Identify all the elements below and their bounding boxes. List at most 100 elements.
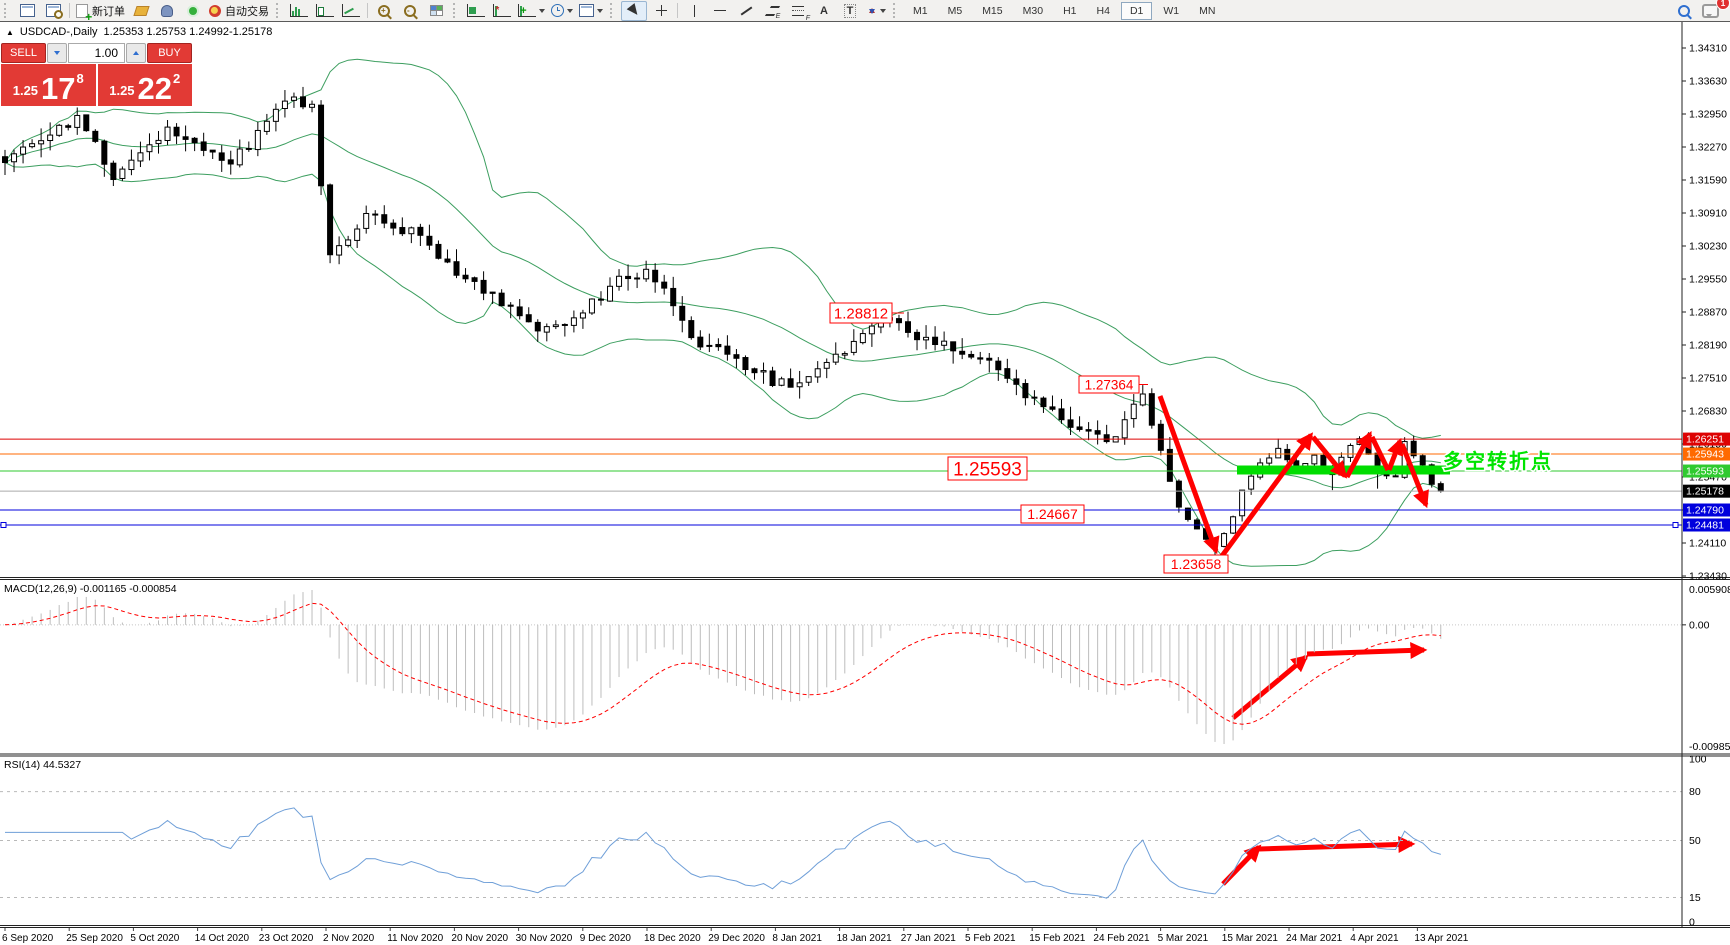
volume-increase-button[interactable] (126, 43, 146, 63)
symbol-title: USDCAD-,Daily (19, 26, 98, 38)
turning-point-label[interactable]: 多空转折点 (1442, 448, 1553, 475)
objects-list-icon: * (493, 4, 511, 17)
fibonacci-tool-button[interactable] (786, 2, 810, 22)
tile-windows-button[interactable] (424, 2, 448, 20)
signals-button[interactable] (181, 2, 205, 20)
add-indicator-button[interactable]: + (516, 2, 547, 20)
price-axis[interactable]: 1.34310 1.33630 1.32950 1.32270 1.31590 1.309… (1682, 43, 1730, 929)
svg-text:18 Jan 2021: 18 Jan 2021 (837, 933, 892, 944)
chat-bubble-icon (1701, 3, 1719, 18)
autotrading-label: 自动交易 (225, 5, 269, 18)
dropdown-caret-icon (567, 9, 573, 16)
text-tool-button[interactable]: A (812, 2, 836, 20)
horizontal-line-tool-button[interactable] (708, 2, 732, 20)
crosshair-tool-button[interactable] (649, 2, 673, 20)
svg-text:8 Jan 2021: 8 Jan 2021 (772, 933, 822, 944)
channel-tool-button[interactable] (760, 2, 784, 20)
timeframe-H1[interactable]: H1 (1063, 4, 1077, 17)
timeframe-H4[interactable]: H4 (1096, 4, 1110, 17)
timeframe-MN[interactable]: MN (1199, 4, 1216, 17)
cursor-tool-button[interactable] (621, 0, 647, 21)
candlestick-chart-icon (316, 4, 334, 17)
trendline-tool-button[interactable] (734, 2, 758, 20)
new-order-label: 新订单 (92, 5, 125, 18)
svg-text:11 Nov 2020: 11 Nov 2020 (387, 933, 443, 944)
svg-text:100: 100 (1689, 754, 1707, 766)
date-axis[interactable]: 6 Sep 2020 25 Sep 2020 5 Oct 2020 14 Oct 20… (2, 928, 1469, 944)
buy-price-display[interactable]: 1.25 22 2 (97, 64, 192, 106)
timeframe-M15[interactable]: M15 (982, 4, 1003, 17)
toolbar-grip[interactable] (276, 3, 282, 18)
svg-text:1.27364: 1.27364 (1085, 377, 1134, 392)
candlestick-chart-button[interactable] (313, 2, 337, 20)
svg-text:18 Dec 2020: 18 Dec 2020 (644, 933, 701, 944)
buy-button[interactable]: BUY (147, 43, 192, 63)
objects-list-button[interactable]: * (490, 2, 514, 20)
bar-chart-icon (290, 4, 308, 17)
vertical-line-tool-button[interactable] (682, 2, 706, 20)
zoom-in-icon: + (378, 4, 390, 17)
price-callouts[interactable]: 1.28812 1.27364 1.25593 1.24667 1.23658 (829, 302, 1229, 574)
svg-text:1.29550: 1.29550 (1689, 274, 1727, 286)
sell-button[interactable]: SELL (1, 43, 46, 63)
new-order-button[interactable]: 新订单 (74, 2, 127, 23)
chart-magnifier-icon (45, 4, 63, 19)
market-watch-icon (132, 5, 150, 16)
buy-price-main: 1.25 (109, 83, 135, 98)
templates-button[interactable] (577, 2, 605, 20)
line-handle[interactable] (0, 521, 7, 528)
timeframe-W1[interactable]: W1 (1163, 4, 1180, 17)
toolbar-grip[interactable] (610, 3, 616, 18)
volume-decrease-button[interactable] (47, 43, 67, 63)
svg-text:5 Mar 2021: 5 Mar 2021 (1158, 933, 1209, 944)
svg-text:15 Feb 2021: 15 Feb 2021 (1029, 933, 1086, 944)
svg-text:1.23430: 1.23430 (1689, 571, 1727, 583)
text-label-tool-button[interactable]: T (838, 2, 862, 20)
notification-badge: 1 (1716, 0, 1730, 10)
timeframe-M30[interactable]: M30 (1022, 4, 1044, 17)
rsi-label: RSI(14) 44.5327 (4, 759, 81, 771)
svg-text:1.28870: 1.28870 (1689, 307, 1727, 319)
timeframe-D1[interactable]: D1 (1120, 1, 1153, 20)
notifications-button[interactable]: 1 (1698, 0, 1730, 20)
autotrading-button[interactable]: 自动交易 (207, 2, 271, 20)
svg-text:1.32950: 1.32950 (1689, 109, 1727, 121)
svg-text:0: 0 (1689, 917, 1695, 929)
sell-price-display[interactable]: 1.25 17 8 (1, 64, 96, 106)
svg-text:1.30910: 1.30910 (1689, 208, 1727, 220)
bar-chart-button[interactable] (287, 2, 311, 20)
timeframe-M1[interactable]: M1 (913, 4, 928, 17)
svg-text:20 Nov 2020: 20 Nov 2020 (451, 933, 508, 944)
timeframe-M5[interactable]: M5 (947, 4, 963, 17)
svg-text:1.28190: 1.28190 (1689, 340, 1727, 352)
chart-preview-button[interactable] (41, 2, 65, 20)
navigator-button[interactable] (155, 2, 179, 20)
toolbar-grip[interactable] (4, 3, 10, 18)
volume-input[interactable] (68, 43, 125, 63)
tile-windows-icon (429, 5, 443, 16)
chart-window-button[interactable] (15, 2, 39, 20)
indicators-icon (467, 4, 485, 17)
rsi-pane (0, 791, 1682, 899)
line-chart-button[interactable] (339, 2, 363, 20)
arrows-tool-button[interactable] (864, 2, 888, 20)
market-watch-button[interactable] (129, 2, 153, 20)
indicators-button[interactable] (464, 2, 488, 20)
collapse-panel-icon[interactable]: ▲ (6, 27, 14, 37)
trendline-icon (740, 5, 752, 16)
triangle-down-icon (54, 51, 60, 58)
zoom-out-button[interactable]: - (398, 2, 422, 20)
line-handle[interactable] (1672, 521, 1679, 528)
svg-text:1.24110: 1.24110 (1689, 538, 1726, 550)
periods-button[interactable] (549, 2, 575, 20)
zoom-in-button[interactable]: + (372, 2, 396, 20)
svg-text:23 Oct 2020: 23 Oct 2020 (259, 933, 314, 944)
toolbar-grip[interactable] (453, 3, 459, 18)
svg-text:27 Jan 2021: 27 Jan 2021 (901, 933, 956, 944)
toolbar-grip[interactable] (893, 3, 899, 18)
svg-text:1.26251: 1.26251 (1686, 434, 1724, 446)
search-button[interactable] (1672, 2, 1696, 20)
fibonacci-icon (792, 5, 810, 22)
macd-signal-line (4, 602, 1441, 725)
